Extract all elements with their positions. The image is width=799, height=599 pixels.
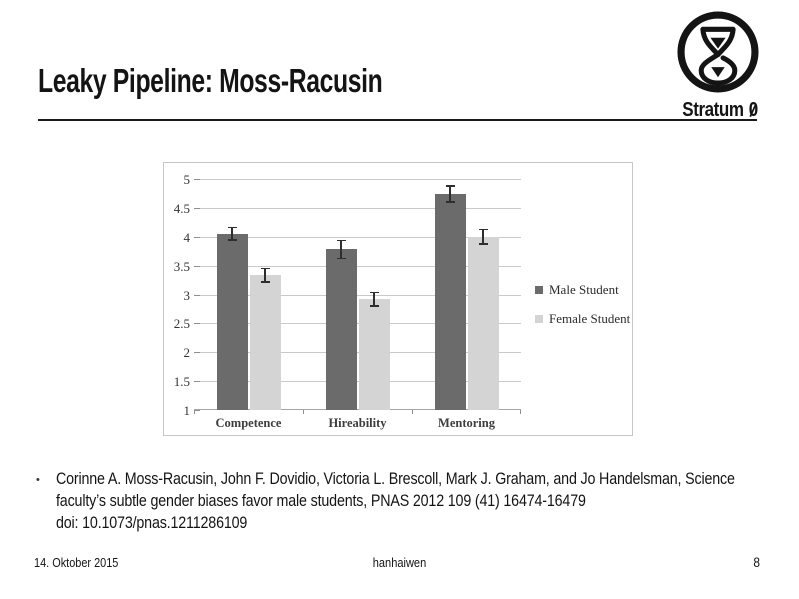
y-axis-tick	[194, 236, 200, 238]
error-bar-cap	[478, 228, 488, 231]
footer-page-number: 8	[753, 554, 760, 570]
logo-name-text: Stratum	[682, 99, 744, 121]
y-axis-label: 3.5	[173, 258, 190, 274]
y-axis-tick	[194, 323, 200, 325]
gridline	[194, 294, 521, 296]
citation-line-1: Corinne A. Moss-Racusin, John F. Dovidio…	[56, 469, 735, 488]
x-axis-tick	[520, 410, 521, 414]
error-bar-stem	[340, 239, 342, 260]
y-axis-label: 3	[183, 287, 191, 303]
footer-date: 14. Oktober 2015	[34, 555, 119, 570]
legend-label: Female Student	[549, 311, 631, 326]
y-axis-label: 4.5	[173, 200, 190, 216]
error-bar	[478, 228, 488, 245]
error-bar-cap	[369, 291, 379, 294]
error-bar-cap	[260, 267, 270, 270]
y-axis-tick	[194, 265, 200, 267]
footer-author: hanhaiwen	[372, 555, 427, 570]
y-axis-tick	[194, 410, 200, 411]
legend-swatch	[535, 315, 543, 323]
error-bar-cap	[336, 239, 346, 242]
y-axis-label: 1.5	[173, 374, 190, 390]
category-label: Mentoring	[438, 416, 495, 430]
error-bar-cap	[260, 281, 270, 283]
logo-slashed-zero: 0	[748, 99, 758, 121]
error-bar	[227, 226, 237, 241]
error-bar-stem	[449, 185, 451, 203]
y-axis-label: 5	[183, 172, 191, 187]
x-axis-line	[194, 409, 521, 410]
logo-wordmark: Stratum 0	[682, 99, 758, 122]
error-bar-stem	[482, 228, 484, 245]
y-axis-tick	[194, 381, 200, 383]
plot-area	[194, 179, 521, 414]
gridline	[194, 381, 521, 383]
y-axis-label: 1	[183, 403, 191, 418]
citation-bullet: •	[36, 474, 40, 486]
bar-female-student	[358, 299, 390, 410]
error-bar-cap	[478, 243, 488, 245]
error-bar-cap	[227, 239, 237, 241]
bar-female-student	[467, 236, 499, 410]
y-axis-label: 2	[183, 345, 191, 361]
gridline	[194, 179, 521, 180]
y-axis-tick	[194, 207, 200, 209]
gridline	[194, 352, 521, 354]
x-axis-tick	[412, 410, 413, 414]
y-axis-label: 4	[183, 229, 191, 245]
error-bar-cap	[445, 185, 455, 187]
gridline	[194, 207, 521, 209]
error-bar	[445, 185, 455, 203]
page-title: Leaky Pipeline: Moss-Racusin	[38, 62, 383, 99]
title-divider	[38, 119, 757, 121]
error-bar	[369, 291, 379, 307]
hourglass-logo-icon	[676, 11, 760, 98]
bar-chart: Male Student Female Student 1 1.5 2 2.5 3 3.5 4…	[163, 162, 633, 436]
legend-item: Female Student	[535, 311, 630, 327]
category-label: Hireability	[328, 416, 387, 430]
bar-male-student	[434, 194, 466, 410]
error-bar	[336, 239, 346, 260]
x-axis-tick	[303, 410, 304, 414]
x-axis-tick	[194, 410, 195, 414]
y-axis-tick	[194, 294, 200, 296]
error-bar-stem	[231, 226, 233, 241]
y-axis-label: 2.5	[173, 316, 190, 332]
error-bar-stem	[373, 291, 375, 307]
error-bar-cap	[227, 226, 237, 229]
legend-item: Male Student	[535, 282, 630, 298]
legend-swatch	[535, 286, 543, 294]
legend-label: Male Student	[549, 282, 619, 297]
error-bar-cap	[336, 257, 346, 260]
citation-line-3: doi: 10.1073/pnas.1211286109	[56, 513, 248, 532]
citation-line-2: faculty’s subtle gender biases favor mal…	[56, 491, 586, 510]
legend: Male Student Female Student	[535, 282, 630, 340]
y-axis-tick	[194, 179, 200, 180]
y-axis-tick	[194, 352, 200, 354]
error-bar-cap	[445, 201, 455, 203]
error-bar-cap	[369, 305, 379, 307]
category-label: Competence	[215, 416, 282, 430]
gridline	[194, 323, 521, 325]
error-bar-stem	[264, 267, 266, 283]
gridline	[194, 236, 521, 238]
bar-female-student	[249, 275, 281, 410]
bar-male-student	[216, 233, 248, 410]
error-bar	[260, 267, 270, 283]
bar-male-student	[325, 249, 357, 410]
gridline	[194, 265, 521, 267]
stratum0-logo: Stratum 0	[676, 10, 760, 122]
